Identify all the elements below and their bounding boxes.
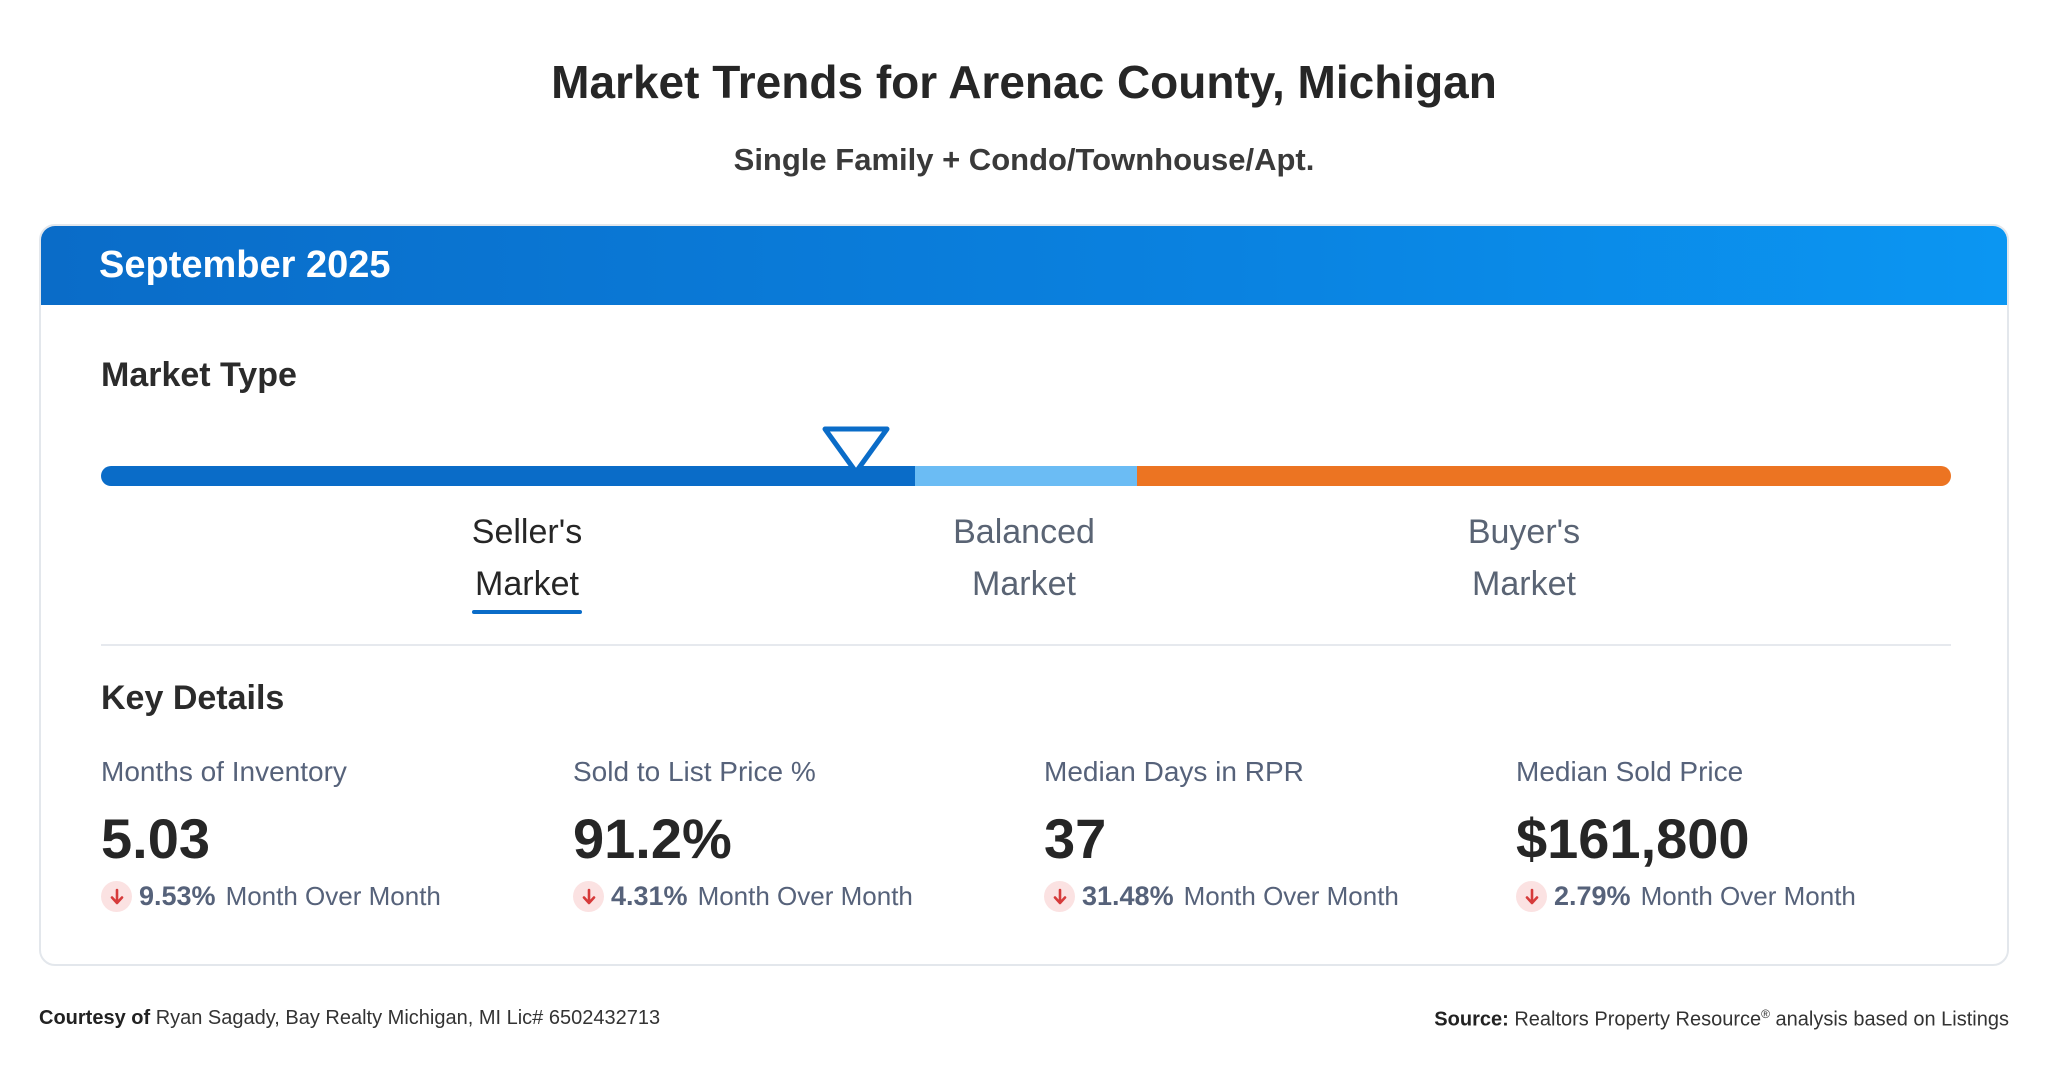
metric-value: 91.2% — [573, 807, 732, 870]
balanced-market-label: Balanced Market — [904, 506, 1144, 610]
sellers-market-line1: Seller's — [471, 513, 583, 551]
seller-market-segment — [101, 466, 915, 486]
buyer-market-segment — [1137, 466, 1951, 486]
courtesy-text: Ryan Sagady, Bay Realty Michigan, MI Lic… — [155, 1007, 661, 1029]
metric-months-of-inventory: Months of Inventory 5.03 9.53% Month Ove… — [101, 756, 561, 912]
metric-value: $161,800 — [1516, 807, 1750, 870]
market-type-scale — [101, 466, 1951, 486]
arrow-down-icon — [1516, 881, 1547, 912]
registered-mark: ® — [1761, 1007, 1770, 1021]
market-card: September 2025 Market Type Seller's Mark… — [39, 224, 2009, 966]
metric-change-text: Month Over Month — [225, 881, 441, 911]
metric-change: 2.79% Month Over Month — [1516, 881, 1976, 912]
metric-change: 9.53% Month Over Month — [101, 881, 561, 912]
arrow-down-icon — [573, 881, 604, 912]
source-label: Source: — [1434, 1008, 1509, 1031]
metric-label: Median Days in RPR — [1044, 756, 1304, 787]
metric-label: Months of Inventory — [101, 756, 347, 787]
balanced-market-line2: Market — [972, 565, 1076, 603]
buyers-market-line2: Market — [1472, 565, 1576, 603]
balanced-market-line1: Balanced — [953, 513, 1095, 551]
source-suffix: analysis based on Listings — [1775, 1008, 2009, 1031]
source-text: Realtors Property Resource — [1514, 1008, 1762, 1031]
metric-change-text: Month Over Month — [1640, 881, 1856, 911]
metric-change: 31.48% Month Over Month — [1044, 881, 1504, 912]
metric-change-percent: 2.79% — [1554, 881, 1631, 911]
page-title: Market Trends for Arenac County, Michiga… — [551, 56, 1497, 108]
section-divider — [101, 644, 1951, 646]
card-header: September 2025 — [41, 226, 2007, 305]
metric-change-text: Month Over Month — [697, 881, 913, 911]
market-indicator-icon — [822, 426, 890, 475]
metric-value: 5.03 — [101, 807, 210, 870]
metric-label: Sold to List Price % — [573, 756, 816, 787]
metric-label: Median Sold Price — [1516, 756, 1744, 787]
selected-market-underline — [472, 610, 582, 614]
courtesy-label: Courtesy of — [39, 1007, 151, 1029]
metric-change-text: Month Over Month — [1183, 881, 1399, 911]
arrow-down-icon — [101, 881, 132, 912]
metric-median-sold-price: Median Sold Price $161,800 2.79% Month O… — [1516, 756, 1976, 912]
arrow-down-icon — [1044, 881, 1075, 912]
metric-sold-to-list-price: Sold to List Price % 91.2% 4.31% Month O… — [573, 756, 1033, 912]
metric-value: 37 — [1044, 807, 1107, 870]
market-type-heading: Market Type — [101, 356, 297, 394]
period-label: September 2025 — [99, 244, 391, 286]
courtesy-footer: Courtesy of Ryan Sagady, Bay Realty Mich… — [39, 1007, 660, 1030]
key-details-heading: Key Details — [101, 679, 285, 717]
source-footer: Source: Realtors Property Resource® anal… — [1434, 1007, 2009, 1032]
metric-change-percent: 4.31% — [611, 881, 688, 911]
metric-change-percent: 9.53% — [139, 881, 216, 911]
metric-median-days-in-rpr: Median Days in RPR 37 31.48% Month Over … — [1044, 756, 1504, 912]
page-subtitle: Single Family + Condo/Townhouse/Apt. — [733, 142, 1315, 177]
metric-change-percent: 31.48% — [1082, 881, 1174, 911]
balanced-market-segment — [915, 466, 1137, 486]
sellers-market-label: Seller's Market — [407, 506, 647, 610]
buyers-market-label: Buyer's Market — [1404, 506, 1644, 610]
buyers-market-line1: Buyer's — [1467, 513, 1581, 551]
metric-change: 4.31% Month Over Month — [573, 881, 1033, 912]
sellers-market-line2: Market — [475, 565, 579, 603]
